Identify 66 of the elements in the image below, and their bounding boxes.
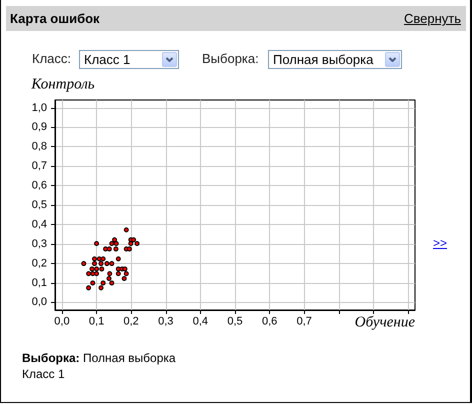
text: Класс 1 [22, 366, 65, 382]
x-tick-label: 0,6 [262, 316, 278, 328]
text: Выборка: [22, 351, 80, 365]
point [86, 271, 92, 276]
x-tick-label: 0,1 [88, 316, 104, 328]
point [122, 276, 127, 281]
chart-title: Карта ошибок [10, 11, 100, 26]
point [106, 276, 112, 281]
point [109, 241, 114, 246]
point [90, 266, 95, 272]
point [107, 271, 112, 276]
dropdown-field: Класс 1 [79, 50, 179, 69]
y-tick-label: 0,3 [32, 238, 47, 250]
point [98, 285, 104, 290]
dropdown-field: Полная выборка [268, 50, 402, 69]
text: Выборка: [202, 51, 259, 67]
point [116, 256, 121, 262]
point [100, 256, 106, 262]
point [128, 241, 134, 246]
x-axis-title: Обучение [354, 314, 416, 330]
point [131, 237, 136, 242]
point [109, 261, 114, 266]
y-tick-label: 0,5 [32, 199, 47, 211]
text: Полная выборка [82, 351, 176, 365]
text: Класс: [32, 51, 71, 67]
y-tick-label: 1,0 [32, 102, 47, 114]
point [98, 261, 104, 266]
y-tick-label: 0,6 [32, 180, 47, 192]
point [126, 246, 132, 252]
point [94, 241, 100, 246]
point [94, 266, 100, 272]
point [124, 271, 129, 276]
text: Свернуть [404, 11, 461, 26]
y-tick-label: 0,2 [32, 257, 47, 270]
point [109, 280, 114, 286]
point [81, 261, 86, 266]
x-tick-label: 0,3 [158, 316, 174, 328]
y-tick-label: 0,1 [32, 276, 47, 289]
x-tick-label: 0,7 [296, 316, 312, 328]
y-tick-label: 0,0 [32, 296, 47, 308]
y-tick-label: 0,4 [32, 218, 47, 230]
text: >> [433, 236, 448, 250]
point [90, 280, 96, 286]
y-tick-label: 0,7 [32, 160, 47, 172]
point [99, 266, 104, 272]
x-tick-label: 0,4 [192, 316, 208, 328]
point [86, 285, 92, 290]
point [116, 271, 121, 276]
point [100, 280, 106, 286]
point [92, 256, 97, 262]
point [114, 241, 119, 246]
point [112, 237, 118, 242]
x-tick-label: 0,2 [124, 316, 139, 328]
point [134, 241, 140, 246]
point [122, 266, 128, 272]
point [104, 261, 110, 266]
y-tick-label: 0,8 [32, 140, 47, 153]
point [106, 246, 112, 252]
x-tick-label: 0,0 [54, 316, 70, 328]
point [92, 261, 97, 266]
point [113, 246, 118, 252]
point [124, 227, 129, 232]
point [94, 271, 100, 276]
y-tick-label: 0,9 [32, 121, 47, 134]
x-tick-label: 0,5 [227, 316, 243, 328]
y-axis-title: Контроль [30, 76, 95, 92]
